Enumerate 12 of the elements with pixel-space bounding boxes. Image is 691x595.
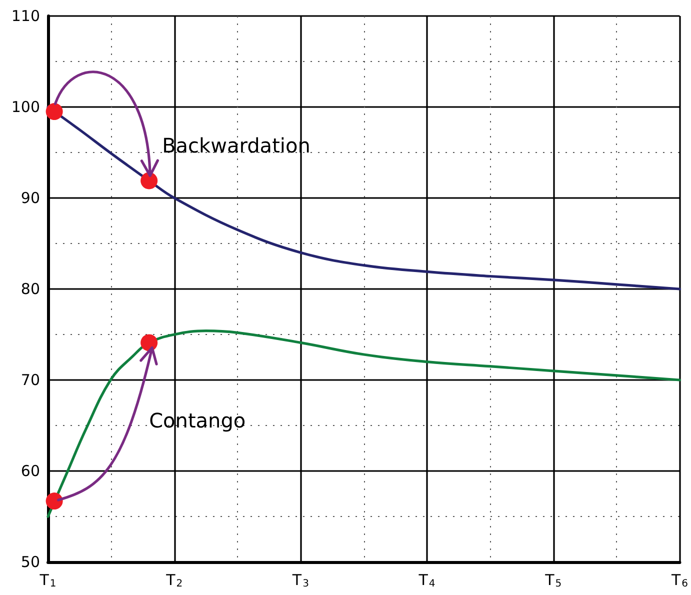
y-tick-label: 70	[20, 371, 40, 389]
y-tick-label: 100	[11, 98, 40, 116]
point	[140, 172, 158, 190]
point	[140, 334, 158, 352]
y-tick-label: 50	[20, 553, 40, 571]
y-tick-label: 90	[20, 189, 40, 207]
y-tick-label: 80	[20, 280, 40, 298]
y-tick-label: 60	[20, 462, 40, 480]
point	[46, 492, 63, 510]
point	[46, 103, 63, 120]
line-series	[46, 330, 682, 518]
y-tick-label: 110	[11, 7, 40, 25]
